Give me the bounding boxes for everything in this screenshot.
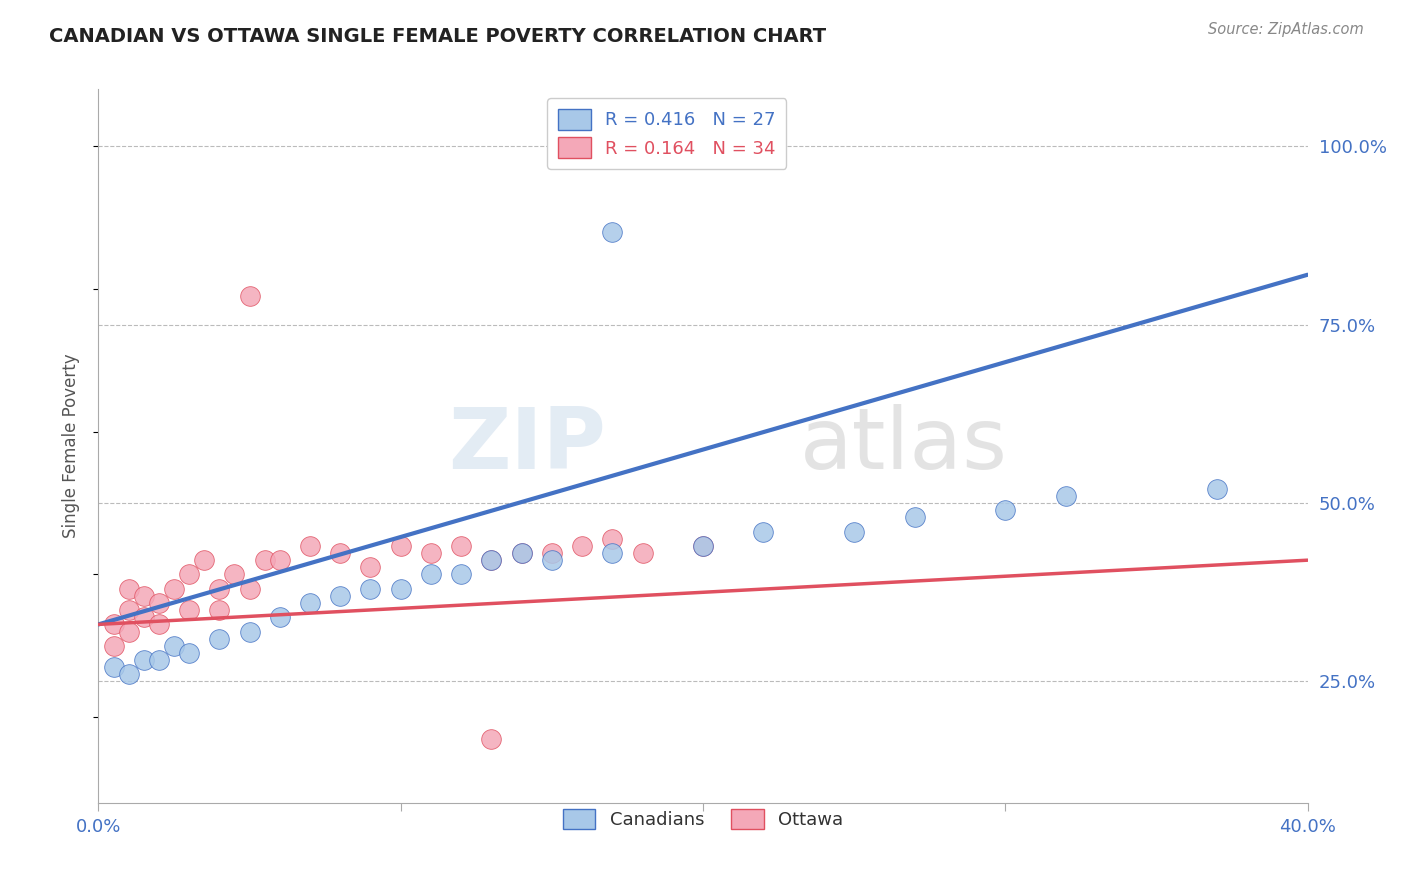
Point [540, 546, 562, 560]
Point [132, 653, 155, 667]
Text: CANADIAN VS OTTAWA SINGLE FEMALE POVERTY CORRELATION CHART: CANADIAN VS OTTAWA SINGLE FEMALE POVERTY… [49, 27, 827, 45]
Point [148, 596, 170, 610]
Point [602, 225, 624, 239]
Point [329, 546, 352, 560]
Point [540, 553, 562, 567]
Point [481, 553, 503, 567]
Y-axis label: Single Female Poverty: Single Female Poverty [62, 354, 80, 538]
Point [179, 603, 201, 617]
Point [631, 546, 654, 560]
Point [253, 553, 276, 567]
Point [239, 582, 262, 596]
Point [1054, 489, 1077, 503]
Point [118, 624, 141, 639]
Point [450, 539, 472, 553]
Point [844, 524, 866, 539]
Point [510, 546, 533, 560]
Point [329, 589, 352, 603]
Text: atlas: atlas [800, 404, 1008, 488]
Point [692, 539, 714, 553]
Point [904, 510, 927, 524]
Point [208, 582, 231, 596]
Point [450, 567, 472, 582]
Point [481, 553, 503, 567]
Point [118, 582, 141, 596]
Point [692, 539, 714, 553]
Point [510, 546, 533, 560]
Point [571, 539, 593, 553]
Text: Source: ZipAtlas.com: Source: ZipAtlas.com [1208, 22, 1364, 37]
Point [208, 632, 231, 646]
Point [103, 660, 125, 674]
Point [208, 603, 231, 617]
Point [602, 532, 624, 546]
Point [602, 546, 624, 560]
Point [132, 589, 155, 603]
Point [224, 567, 246, 582]
Point [193, 553, 215, 567]
Point [269, 610, 291, 624]
Point [239, 289, 262, 303]
Point [269, 553, 291, 567]
Point [118, 667, 141, 681]
Point [179, 567, 201, 582]
Point [103, 617, 125, 632]
Point [752, 524, 775, 539]
Legend: Canadians, Ottawa: Canadians, Ottawa [555, 801, 851, 837]
Point [163, 639, 186, 653]
Point [420, 567, 443, 582]
Text: ZIP: ZIP [449, 404, 606, 488]
Point [148, 617, 170, 632]
Point [420, 546, 443, 560]
Point [103, 639, 125, 653]
Point [132, 610, 155, 624]
Point [994, 503, 1017, 517]
Point [148, 653, 170, 667]
Point [360, 582, 382, 596]
Point [239, 624, 262, 639]
Point [118, 603, 141, 617]
Point [389, 539, 412, 553]
Point [179, 646, 201, 660]
Point [299, 596, 322, 610]
Point [163, 582, 186, 596]
Point [481, 731, 503, 746]
Point [389, 582, 412, 596]
Point [299, 539, 322, 553]
Point [360, 560, 382, 574]
Point [1206, 482, 1229, 496]
